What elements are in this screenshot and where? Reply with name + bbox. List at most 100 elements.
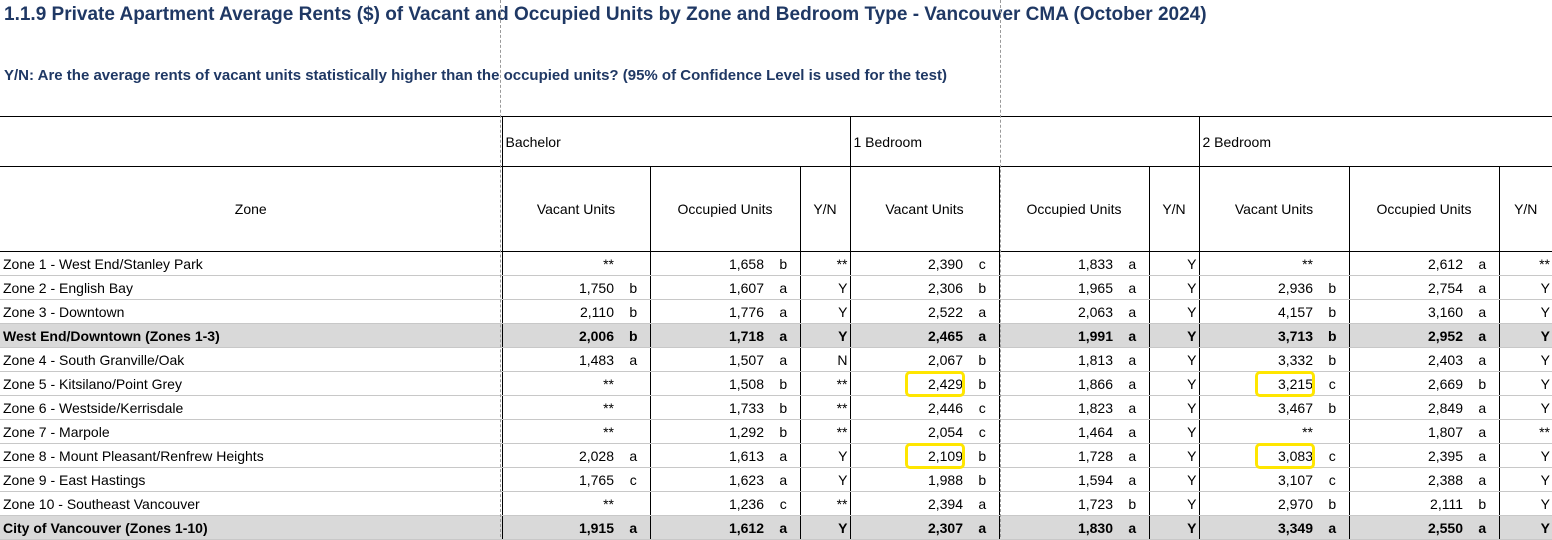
one-bedroom-vacant-quality-cell: b bbox=[966, 443, 999, 468]
one-bedroom-vacant-quality-cell: b bbox=[966, 467, 999, 492]
one-bedroom-occupied-quality-cell: a bbox=[1116, 467, 1149, 492]
bachelor-vacant-quality-cell: b bbox=[617, 275, 650, 300]
one-bedroom-occupied-quality-cell: a bbox=[1116, 443, 1149, 468]
bachelor-occupied-cell: 1,613 bbox=[649, 443, 767, 468]
bachelor-yn-cell: Y bbox=[799, 299, 850, 324]
bachelor-vacant-cell: 1,483 bbox=[501, 347, 617, 372]
two-bedroom-vacant-quality-cell: b bbox=[1316, 299, 1349, 324]
one-bedroom-occupied-quality-cell: a bbox=[1116, 371, 1149, 396]
one-bedroom-vacant-cell: 2,306 bbox=[849, 275, 966, 300]
two-bedroom-occupied-quality-cell: a bbox=[1466, 347, 1499, 372]
one-bedroom-vacant-cell: 2,394 bbox=[849, 491, 966, 516]
one-bedroom-yn-cell: Y bbox=[1148, 275, 1199, 300]
bachelor-yn-cell: Y bbox=[799, 515, 850, 540]
bachelor-vacant-quality-cell: a bbox=[617, 347, 650, 372]
bachelor-vacant-quality-cell bbox=[617, 371, 650, 396]
one-bedroom-vacant-cell: 2,429 bbox=[849, 371, 966, 396]
bachelor-yn-cell: Y bbox=[799, 443, 850, 468]
two-bedroom-occupied-cell: 1,807 bbox=[1348, 419, 1466, 444]
two-bedroom-vacant-cell: 3,332 bbox=[1198, 347, 1316, 372]
two-bedroom-vacant-quality-cell: a bbox=[1316, 515, 1349, 540]
bachelor-vacant-cell: ** bbox=[501, 395, 617, 420]
bachelor-occupied-cell: 1,776 bbox=[649, 299, 767, 324]
bachelor-vacant-cell: 2,110 bbox=[501, 299, 617, 324]
bachelor-vacant-cell: 1,750 bbox=[501, 275, 617, 300]
one-bedroom-vacant-quality-cell: b bbox=[966, 347, 999, 372]
two-bedroom-vacant-cell: 3,083 bbox=[1198, 443, 1316, 468]
two-bedroom-vacant-quality-cell: b bbox=[1316, 347, 1349, 372]
two-bedroom-yn-cell: Y bbox=[1498, 347, 1552, 372]
one-bedroom-yn-cell: Y bbox=[1148, 371, 1199, 396]
table-row: Zone 7 - Marpole ** 1,292 b ** 2,054 c 1,464 a Y *… bbox=[0, 419, 1552, 444]
one-bedroom-occupied-quality-cell: a bbox=[1116, 251, 1149, 276]
two-bedroom-vacant-cell: 3,467 bbox=[1198, 395, 1316, 420]
zone-name-cell: Zone 6 - Westside/Kerrisdale bbox=[0, 395, 502, 420]
bachelor-vacant-cell: ** bbox=[501, 371, 617, 396]
one-bedroom-occupied-cell: 1,594 bbox=[998, 467, 1116, 492]
two-bedroom-vacant-cell: ** bbox=[1198, 419, 1316, 444]
one-bedroom-yn-cell: Y bbox=[1148, 515, 1199, 540]
two-bedroom-yn-cell: ** bbox=[1498, 251, 1552, 276]
two-bedroom-occupied-cell: 2,388 bbox=[1348, 467, 1466, 492]
table-row: Zone 6 - Westside/Kerrisdale ** 1,733 b ** 2,… bbox=[0, 395, 1552, 420]
bachelor-occupied-cell: 1,733 bbox=[649, 395, 767, 420]
two-bedroom-yn-cell: Y bbox=[1498, 491, 1552, 516]
table-row: Zone 9 - East Hastings 1,765 c 1,623 a Y 1,988… bbox=[0, 467, 1552, 492]
two-bedroom-yn-cell: Y bbox=[1498, 275, 1552, 300]
zone-header: Zone bbox=[0, 166, 502, 252]
one-bedroom-vacant-cell: 2,465 bbox=[849, 323, 966, 348]
two-bedroom-occupied-quality-cell: a bbox=[1466, 299, 1499, 324]
zone-name-cell: Zone 3 - Downtown bbox=[0, 299, 502, 324]
bachelor-occupied-header: Occupied Units bbox=[649, 166, 800, 252]
bachelor-yn-cell: Y bbox=[799, 275, 850, 300]
subtotal-row: City of Vancouver (Zones 1-10) 1,915 a 1,61… bbox=[0, 515, 1552, 540]
two-bedroom-vacant-quality-cell: b bbox=[1316, 395, 1349, 420]
one-bedroom-vacant-quality-cell: a bbox=[966, 515, 999, 540]
bachelor-yn-cell: Y bbox=[799, 467, 850, 492]
bachelor-vacant-cell: 1,915 bbox=[501, 515, 617, 540]
one-bedroom-occupied-header: Occupied Units bbox=[998, 166, 1149, 252]
bachelor-vacant-cell: 2,028 bbox=[501, 443, 617, 468]
one-bedroom-vacant-quality-cell: c bbox=[966, 419, 999, 444]
two-bedroom-occupied-cell: 2,669 bbox=[1348, 371, 1466, 396]
zone-name-cell: West End/Downtown (Zones 1-3) bbox=[0, 323, 502, 348]
one-bedroom-vacant-cell: 2,307 bbox=[849, 515, 966, 540]
two-bedroom-vacant-cell: 3,215 bbox=[1198, 371, 1316, 396]
two-bedroom-occupied-quality-cell: a bbox=[1466, 251, 1499, 276]
bachelor-yn-cell: N bbox=[799, 347, 850, 372]
bachelor-occupied-quality-cell: b bbox=[767, 371, 800, 396]
two-bedroom-vacant-cell: 2,970 bbox=[1198, 491, 1316, 516]
one-bedroom-vacant-cell: 2,067 bbox=[849, 347, 966, 372]
bachelor-vacant-cell: ** bbox=[501, 419, 617, 444]
two-bedroom-occupied-header: Occupied Units bbox=[1348, 166, 1499, 252]
group-header-1-bedroom: 1 Bedroom bbox=[849, 116, 1199, 167]
one-bedroom-vacant-quality-cell: a bbox=[966, 299, 999, 324]
two-bedroom-occupied-cell: 3,160 bbox=[1348, 299, 1466, 324]
one-bedroom-yn-cell: Y bbox=[1148, 419, 1199, 444]
one-bedroom-yn-cell: Y bbox=[1148, 395, 1199, 420]
bachelor-vacant-cell: ** bbox=[501, 251, 617, 276]
one-bedroom-occupied-cell: 1,464 bbox=[998, 419, 1116, 444]
bachelor-vacant-cell: ** bbox=[501, 491, 617, 516]
bachelor-vacant-cell: 1,765 bbox=[501, 467, 617, 492]
two-bedroom-yn-cell: Y bbox=[1498, 443, 1552, 468]
two-bedroom-occupied-quality-cell: a bbox=[1466, 467, 1499, 492]
one-bedroom-yn-cell: Y bbox=[1148, 299, 1199, 324]
two-bedroom-vacant-quality-cell: c bbox=[1316, 371, 1349, 396]
two-bedroom-occupied-quality-cell: a bbox=[1466, 515, 1499, 540]
one-bedroom-vacant-cell: 2,446 bbox=[849, 395, 966, 420]
one-bedroom-vacant-cell: 2,522 bbox=[849, 299, 966, 324]
one-bedroom-occupied-cell: 1,830 bbox=[998, 515, 1116, 540]
one-bedroom-occupied-quality-cell: a bbox=[1116, 419, 1149, 444]
two-bedroom-occupied-quality-cell: b bbox=[1466, 371, 1499, 396]
bachelor-occupied-quality-cell: b bbox=[767, 419, 800, 444]
one-bedroom-occupied-quality-cell: a bbox=[1116, 299, 1149, 324]
two-bedroom-vacant-quality-cell: c bbox=[1316, 467, 1349, 492]
two-bedroom-yn-cell: Y bbox=[1498, 467, 1552, 492]
one-bedroom-occupied-cell: 1,728 bbox=[998, 443, 1116, 468]
bachelor-occupied-cell: 1,658 bbox=[649, 251, 767, 276]
subtotal-row: West End/Downtown (Zones 1-3) 2,006 b 1,718… bbox=[0, 323, 1552, 348]
one-bedroom-yn-cell: Y bbox=[1148, 443, 1199, 468]
one-bedroom-occupied-quality-cell: a bbox=[1116, 347, 1149, 372]
zone-name-cell: Zone 4 - South Granville/Oak bbox=[0, 347, 502, 372]
